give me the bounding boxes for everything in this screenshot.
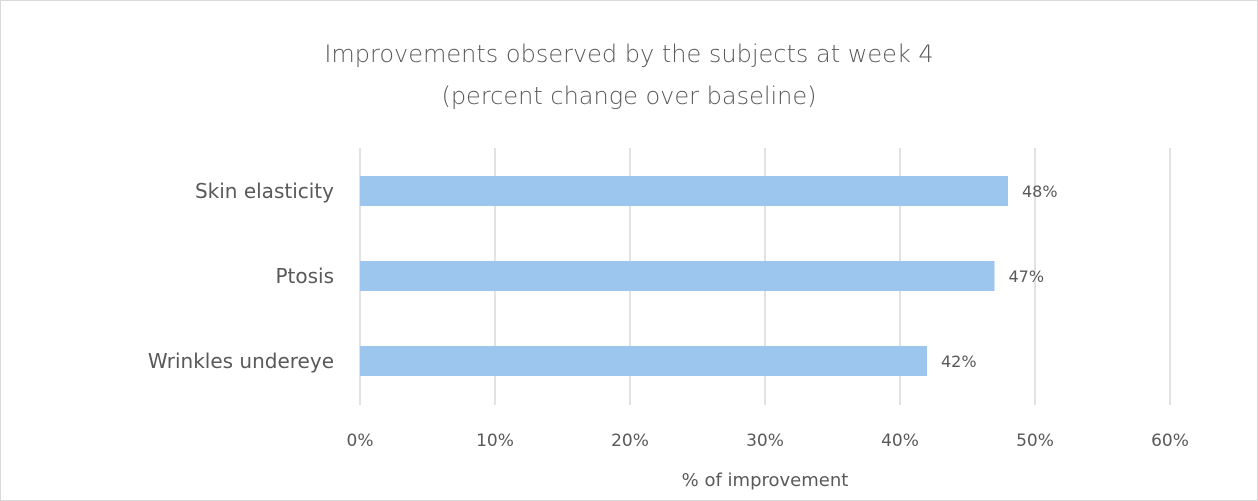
x-tick-label: 10% bbox=[476, 431, 514, 451]
bar bbox=[360, 176, 1008, 206]
data-label: 48% bbox=[1022, 182, 1058, 201]
x-tick-label: 20% bbox=[611, 431, 649, 451]
bar bbox=[360, 261, 995, 291]
x-tick-label: 30% bbox=[746, 431, 784, 451]
chart-title: Improvements observed by the subjects at… bbox=[324, 40, 934, 68]
category-label: Wrinkles undereye bbox=[148, 349, 334, 373]
labels: 0% 10% 20% 30% 40% 50% 60% Skin elasticity 48% Pt… bbox=[148, 179, 1189, 451]
x-tick-label: 40% bbox=[881, 431, 919, 451]
chart-subtitle: (percent change over baseline) bbox=[441, 82, 817, 110]
bars bbox=[360, 176, 1008, 376]
x-tick-label: 0% bbox=[347, 431, 374, 451]
data-label: 47% bbox=[1009, 267, 1045, 286]
x-tick-label: 50% bbox=[1016, 431, 1054, 451]
category-label: Skin elasticity bbox=[195, 179, 334, 203]
x-axis-title: % of improvement bbox=[682, 470, 849, 491]
x-tick-label: 60% bbox=[1151, 431, 1189, 451]
bar bbox=[360, 346, 927, 376]
data-label: 42% bbox=[941, 352, 977, 371]
category-label: Ptosis bbox=[275, 264, 334, 288]
